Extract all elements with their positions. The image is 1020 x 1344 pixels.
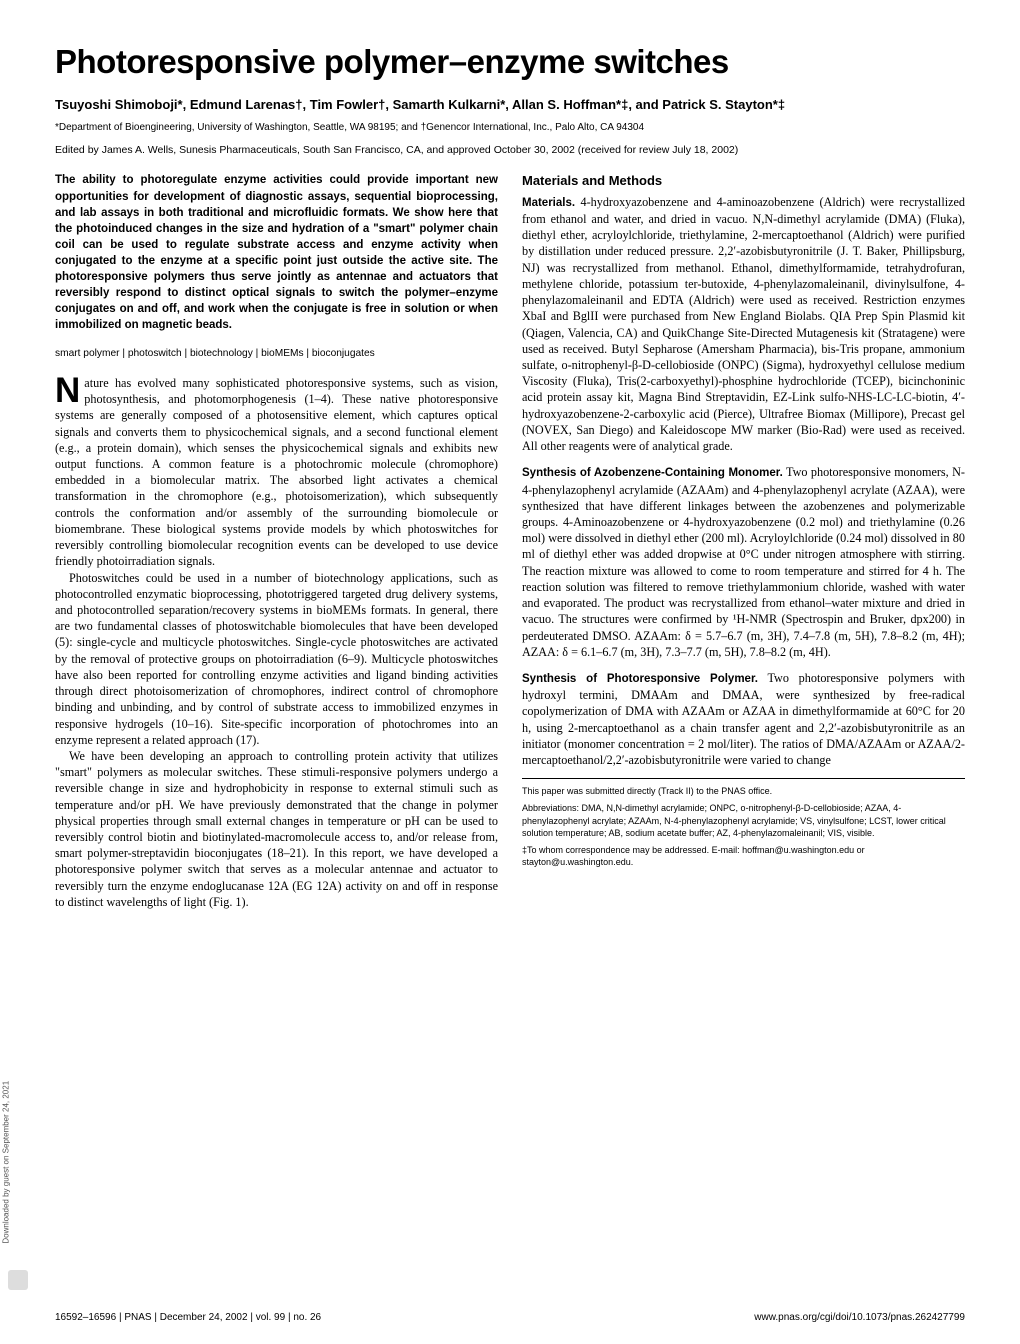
- two-column-layout: The ability to photoregulate enzyme acti…: [55, 172, 965, 910]
- page-footer: 16592–16596 | PNAS | December 24, 2002 |…: [55, 1311, 965, 1324]
- spacer: [522, 660, 965, 670]
- intro-paragraph-2: Photoswitches could be used in a number …: [55, 570, 498, 748]
- synthesis-polymer-text: Two photoresponsive polymers with hydrox…: [522, 671, 965, 767]
- section-heading-materials-methods: Materials and Methods: [522, 172, 965, 189]
- footnote-1: This paper was submitted directly (Track…: [522, 785, 965, 797]
- intro-paragraph-3: We have been developing an approach to c…: [55, 748, 498, 910]
- left-column: The ability to photoregulate enzyme acti…: [55, 172, 498, 910]
- footer-left: 16592–16596 | PNAS | December 24, 2002 |…: [55, 1311, 321, 1324]
- intro-paragraph-1: Nature has evolved many sophisticated ph…: [55, 375, 498, 570]
- intro-paragraph-1-text: ature has evolved many sophisticated pho…: [55, 376, 498, 568]
- paper-title: Photoresponsive polymer–enzyme switches: [55, 40, 965, 84]
- footer-right: www.pnas.org/cgi/doi/10.1073/pnas.262427…: [754, 1311, 965, 1324]
- materials-paragraph: Materials. 4-hydroxyazobenzene and 4-ami…: [522, 194, 965, 455]
- subheading-materials: Materials.: [522, 197, 575, 209]
- footnote-2: Abbreviations: DMA, N,N-dimethyl acrylam…: [522, 802, 965, 838]
- dropcap: N: [55, 375, 84, 405]
- footnotes: This paper was submitted directly (Track…: [522, 778, 965, 868]
- paper-authors: Tsuyoshi Shimoboji*, Edmund Larenas†, Ti…: [55, 96, 965, 113]
- pnas-logo-icon: [8, 1270, 28, 1290]
- subheading-synthesis-polymer: Synthesis of Photoresponsive Polymer.: [522, 673, 758, 685]
- editor-line: Edited by James A. Wells, Sunesis Pharma…: [55, 144, 965, 158]
- abstract: The ability to photoregulate enzyme acti…: [55, 172, 498, 333]
- synthesis-monomer-text: Two photoresponsive monomers, N-4-phenyl…: [522, 465, 965, 658]
- right-column: Materials and Methods Materials. 4-hydro…: [522, 172, 965, 910]
- subheading-synthesis-monomer: Synthesis of Azobenzene-Containing Monom…: [522, 467, 783, 479]
- materials-text: 4-hydroxyazobenzene and 4-aminoazobenzen…: [522, 195, 965, 453]
- keywords: smart polymer | photoswitch | biotechnol…: [55, 347, 498, 361]
- synthesis-monomer-paragraph: Synthesis of Azobenzene-Containing Monom…: [522, 464, 965, 660]
- synthesis-polymer-paragraph: Synthesis of Photoresponsive Polymer. Tw…: [522, 670, 965, 768]
- author-affiliations: *Department of Bioengineering, Universit…: [55, 121, 965, 134]
- footnote-3: ‡To whom correspondence may be addressed…: [522, 844, 965, 868]
- download-sidebar-text: Downloaded by guest on September 24, 202…: [1, 1081, 12, 1244]
- spacer: [522, 454, 965, 464]
